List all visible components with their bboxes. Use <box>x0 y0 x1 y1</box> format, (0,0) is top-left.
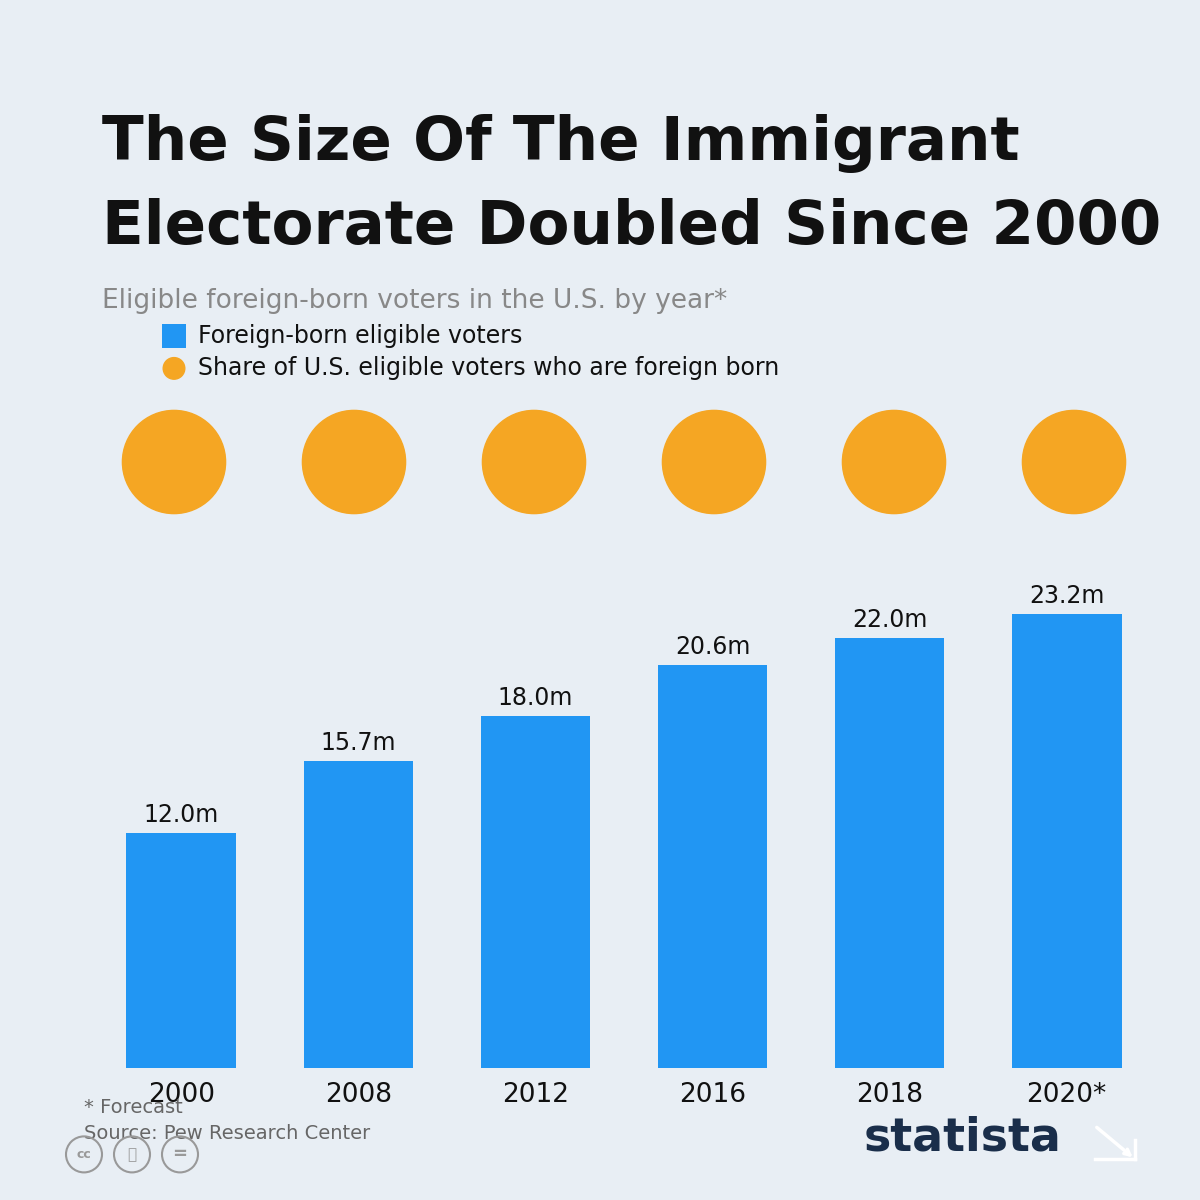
Text: 22.0m: 22.0m <box>852 608 928 632</box>
Text: 12.0m: 12.0m <box>144 804 220 828</box>
Text: 9.4%: 9.4% <box>859 450 929 474</box>
Text: 18.0m: 18.0m <box>498 686 574 710</box>
Bar <box>1012 614 1122 1068</box>
Text: statista: statista <box>864 1116 1062 1160</box>
Text: Electorate Doubled Since 2000: Electorate Doubled Since 2000 <box>102 198 1162 257</box>
Text: 15.7m: 15.7m <box>320 731 396 755</box>
Bar <box>480 716 590 1068</box>
Text: 6.2%: 6.2% <box>139 450 209 474</box>
Text: ⓘ: ⓘ <box>127 1147 137 1162</box>
Text: 9.8%: 9.8% <box>1039 450 1109 474</box>
Bar <box>126 833 236 1068</box>
Bar <box>658 665 768 1068</box>
Text: Foreign-born eligible voters: Foreign-born eligible voters <box>198 324 522 348</box>
Text: The Size Of The Immigrant: The Size Of The Immigrant <box>102 114 1020 173</box>
Bar <box>835 637 944 1068</box>
Text: =: = <box>173 1145 187 1164</box>
Text: Eligible foreign-born voters in the U.S. by year*: Eligible foreign-born voters in the U.S.… <box>102 288 727 314</box>
Text: 20.6m: 20.6m <box>674 635 750 659</box>
Text: 23.2m: 23.2m <box>1028 584 1104 608</box>
Bar <box>304 761 413 1068</box>
Text: Share of U.S. eligible voters who are foreign born: Share of U.S. eligible voters who are fo… <box>198 356 779 380</box>
Text: * Forecast: * Forecast <box>84 1098 182 1117</box>
Text: Source: Pew Research Center: Source: Pew Research Center <box>84 1124 371 1144</box>
Text: 8.2%: 8.2% <box>499 450 569 474</box>
Text: cc: cc <box>77 1148 91 1160</box>
Text: 9.0%: 9.0% <box>679 450 749 474</box>
Text: 7.5%: 7.5% <box>319 450 389 474</box>
